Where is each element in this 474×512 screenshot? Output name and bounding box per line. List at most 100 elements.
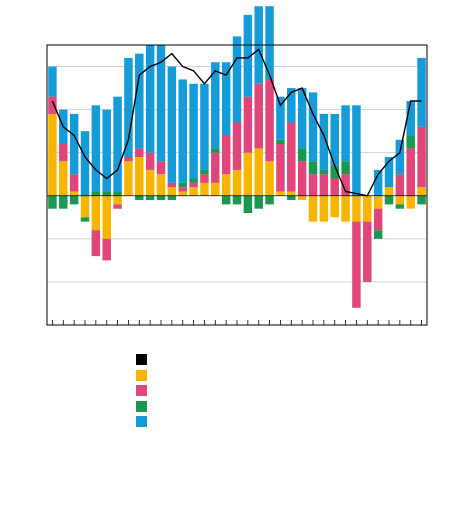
bar-segment-yellow — [69, 191, 79, 196]
bar-segment-pink — [48, 96, 57, 114]
bar-segment-blue — [373, 169, 383, 196]
bar-segment-yellow — [124, 161, 133, 196]
bar-segment-green — [406, 135, 415, 149]
bar-segment-green — [145, 195, 155, 201]
legend-item-pink — [136, 383, 153, 399]
bar-segment-blue — [200, 83, 209, 170]
bar-segment-blue — [417, 57, 426, 127]
bar-segment-blue — [135, 53, 144, 149]
bar-segment-pink — [135, 148, 144, 157]
bar-segment-blue — [341, 105, 350, 162]
bar-segment-pink — [341, 174, 350, 196]
bar-segment-green — [417, 195, 426, 205]
bar-segment-green — [211, 148, 220, 153]
bar-segment-green — [330, 165, 339, 179]
bar-segment-green — [254, 195, 263, 209]
bar-segment-pink — [232, 122, 242, 170]
bar-segment-pink — [69, 174, 79, 192]
bar-segment-blue — [319, 113, 329, 170]
bar-segment-yellow — [91, 195, 101, 231]
bar-segment-yellow — [167, 187, 177, 196]
bar-segment-pink — [373, 208, 383, 231]
bar-segment-yellow — [211, 182, 220, 196]
bar-segment-yellow — [145, 169, 155, 196]
legend-swatch — [136, 400, 147, 412]
bar-segment-blue — [406, 101, 415, 136]
bar-segment-pink — [124, 157, 133, 162]
bar-segment-pink — [417, 126, 426, 188]
bar-segment-blue — [330, 113, 339, 166]
bar-segment-pink — [254, 83, 263, 149]
bar-segment-yellow — [341, 195, 350, 222]
bar-segment-yellow — [395, 195, 405, 205]
bar-segment-pink — [406, 148, 415, 196]
bar-segment-green — [59, 195, 68, 209]
bar-segment-green — [48, 195, 57, 209]
bar-segment-blue — [102, 109, 111, 192]
bar-segment-pink — [59, 144, 68, 162]
bar-segment-green — [232, 195, 242, 205]
bar-segment-pink — [102, 238, 111, 261]
bar-segment-pink — [265, 79, 274, 162]
bar-segment-green — [91, 191, 101, 196]
bar-segment-blue — [178, 79, 187, 183]
bar-segment-pink — [145, 152, 155, 170]
bar-segment-yellow — [221, 174, 231, 196]
bar-segment-yellow — [189, 187, 198, 196]
legend-swatch — [136, 354, 147, 366]
bar-segment-pink — [221, 135, 231, 175]
legend-swatch — [136, 369, 147, 381]
legend-item-black — [136, 352, 153, 368]
bar-segment-pink — [113, 204, 122, 209]
bar-segment-yellow — [384, 187, 394, 196]
bar-segment-yellow — [254, 148, 263, 196]
bar-segment-yellow — [319, 195, 329, 222]
legend-item-green — [136, 399, 153, 415]
bar-segment-blue — [232, 36, 242, 123]
bar-segment-pink — [200, 174, 209, 183]
bar-segment-yellow — [276, 191, 285, 196]
legend-swatch — [136, 416, 147, 428]
bar-segment-green — [102, 191, 111, 196]
bar-segment-pink — [276, 144, 285, 192]
bar-segment-yellow — [287, 191, 296, 196]
bar-segment-blue — [221, 62, 231, 136]
bar-segment-pink — [319, 174, 329, 196]
bar-segment-blue — [124, 57, 133, 157]
bar-segment-yellow — [102, 195, 111, 239]
bar-segment-yellow — [417, 187, 426, 196]
bar-segment-green — [287, 195, 296, 201]
x-ticks — [52, 320, 422, 325]
bar-segment-yellow — [363, 195, 372, 222]
net-line — [51, 48, 422, 197]
bar-segment-pink — [189, 182, 198, 188]
bar-segment-blue — [276, 96, 285, 140]
bar-segment-green — [189, 178, 198, 183]
bar-segment-blue — [297, 88, 307, 149]
bar-segment-blue — [156, 45, 166, 162]
bar-segment-blue — [91, 105, 101, 192]
legend-swatch — [136, 385, 147, 397]
bar-segment-blue — [308, 92, 318, 162]
bar-segment-yellow — [135, 157, 144, 196]
bar-segment-yellow — [200, 182, 209, 196]
bar-segment-green — [341, 161, 350, 175]
bar-segment-green — [135, 195, 144, 201]
bar-segment-blue — [243, 14, 253, 97]
bar-segment-green — [69, 195, 79, 205]
bar-segment-yellow — [373, 195, 383, 209]
bar-segment-green — [113, 191, 122, 196]
bar-segment-green — [265, 195, 274, 205]
bar-segment-green — [297, 148, 307, 162]
bar-segment-blue — [80, 131, 90, 196]
bar-segment-pink — [330, 178, 339, 196]
bar-segment-yellow — [406, 195, 415, 209]
chart-svg — [46, 6, 428, 326]
bar-segment-pink — [178, 187, 187, 192]
bar-segment-green — [156, 195, 166, 201]
bar-segment-green — [373, 230, 383, 239]
bar-segment-pink — [352, 221, 361, 308]
bar-segment-yellow — [156, 174, 166, 196]
bar-segment-yellow — [232, 169, 242, 196]
bar-segment-green — [80, 217, 90, 222]
